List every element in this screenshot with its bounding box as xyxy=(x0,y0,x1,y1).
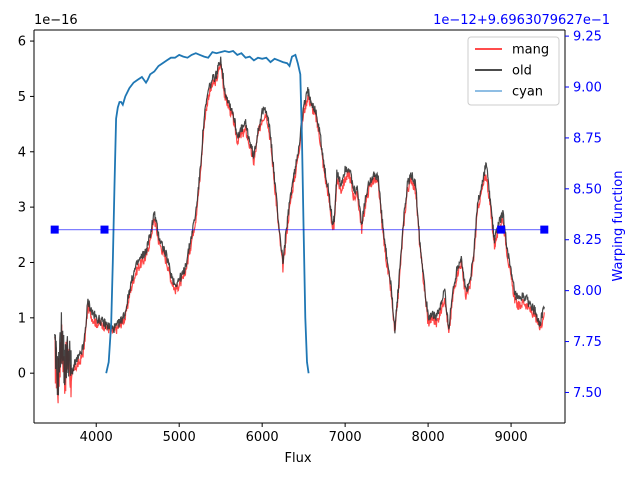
legend-label-old: old xyxy=(512,64,532,79)
x-tick-label-1: 5000 xyxy=(163,430,196,445)
y-right-tick-label-4: 8.50 xyxy=(573,182,602,197)
right-axis-offset-text: 1e−12+9.6963079627e−1 xyxy=(433,13,610,28)
x-axis-ticks: 4000 5000 6000 7000 8000 9000 xyxy=(80,423,528,445)
right-y-axis-label: Warping function xyxy=(611,171,626,282)
y-left-tick-label-1: 1 xyxy=(18,311,26,326)
warping-marker-1 xyxy=(100,225,109,234)
y-left-tick-label-0: 0 xyxy=(18,367,26,382)
right-y-axis-ticks: 7.50 7.75 8.00 8.25 8.50 8.75 9.00 9.25 xyxy=(565,30,602,401)
left-y-axis-ticks: 0 1 2 3 4 5 6 xyxy=(18,35,34,382)
warping-marker-2 xyxy=(497,225,506,234)
x-tick-label-5: 9000 xyxy=(495,430,528,445)
warping-marker-0 xyxy=(50,225,59,234)
y-right-tick-label-0: 7.50 xyxy=(573,386,602,401)
x-axis-label: Flux xyxy=(284,451,311,466)
plot-data-layer xyxy=(50,50,549,404)
y-left-tick-label-2: 2 xyxy=(18,256,26,271)
x-tick-label-2: 6000 xyxy=(246,430,279,445)
y-right-tick-label-7: 9.25 xyxy=(573,30,602,45)
warping-marker-3 xyxy=(540,225,549,234)
x-tick-label-0: 4000 xyxy=(80,430,113,445)
y-left-tick-label-4: 4 xyxy=(18,145,26,160)
legend: mang old cyan xyxy=(467,36,560,106)
series-old-line xyxy=(54,56,545,396)
legend-label-cyan: cyan xyxy=(512,85,543,100)
left-axis-offset-text: 1e−16 xyxy=(34,13,78,28)
y-right-tick-label-5: 8.75 xyxy=(573,131,602,146)
x-tick-label-4: 8000 xyxy=(412,430,445,445)
legend-entries: mang old cyan xyxy=(475,43,549,100)
y-right-tick-label-1: 7.75 xyxy=(573,335,602,350)
axes-frame xyxy=(33,29,566,424)
y-left-tick-label-3: 3 xyxy=(18,201,26,216)
y-right-tick-label-6: 9.00 xyxy=(573,81,602,96)
legend-label-mang: mang xyxy=(512,43,549,58)
series-cyan-line xyxy=(105,50,310,374)
legend-box xyxy=(467,36,560,106)
y-left-tick-label-5: 5 xyxy=(18,90,26,105)
x-tick-label-3: 7000 xyxy=(329,430,362,445)
y-right-tick-label-2: 8.00 xyxy=(573,284,602,299)
y-right-tick-label-3: 8.25 xyxy=(573,233,602,248)
y-left-tick-label-6: 6 xyxy=(18,35,26,50)
